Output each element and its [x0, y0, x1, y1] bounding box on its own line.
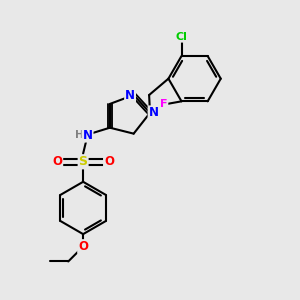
Text: F: F: [160, 99, 167, 109]
Text: H: H: [75, 130, 84, 140]
Text: Cl: Cl: [176, 32, 188, 42]
Text: N: N: [148, 106, 159, 119]
Text: N: N: [125, 88, 135, 101]
Text: O: O: [78, 240, 88, 253]
Text: S: S: [79, 155, 88, 168]
Text: N: N: [82, 129, 93, 142]
Text: O: O: [52, 155, 62, 168]
Text: O: O: [104, 155, 114, 168]
